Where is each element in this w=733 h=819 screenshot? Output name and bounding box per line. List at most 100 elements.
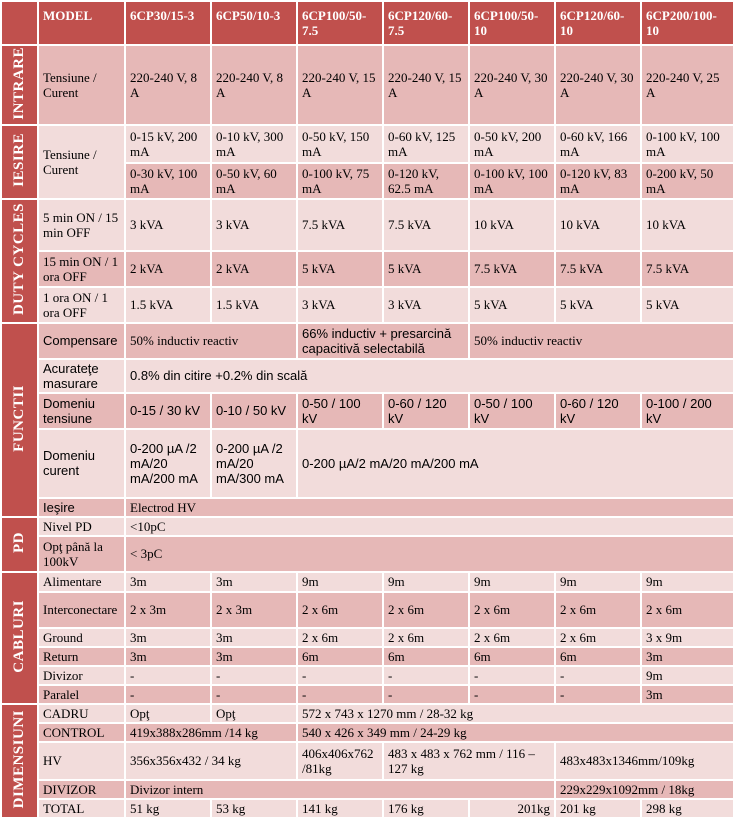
table-cell: 2 x 6m	[468, 590, 556, 629]
table-row: Ground 3m 3m 2 x 6m 2 x 6m 2 x 6m 2 x 6m…	[1, 626, 733, 648]
section-dimensiuni: DIMENSIUNI	[0, 702, 39, 819]
table-cell: 0-10 kV, 300 mA	[210, 123, 298, 164]
table-cell: 0-60 / 120 kV	[554, 391, 642, 430]
table-cell: 2 x 6m	[296, 590, 384, 629]
table-row: DIMENSIUNI CADRU Opţ Opţ 572 x 743 x 127…	[0, 702, 733, 819]
table-cell: 220-240 V, 15 A	[382, 44, 470, 126]
table-cell: -	[468, 683, 556, 705]
table-cell: 6m	[468, 645, 556, 667]
table-cell: 2 kVA	[210, 249, 298, 288]
table-cell: 2 x 6m	[554, 626, 642, 648]
row-label: Compensare	[37, 321, 126, 360]
table-cell: 0-120 kV, 83 mA	[554, 161, 642, 200]
table-row: CONTROL 419x388x286mm /14 kg 540 x 426 x…	[1, 721, 733, 743]
table-cell: -	[468, 664, 556, 686]
table-cell: 2 x 6m	[296, 626, 384, 648]
table-cell: 220-240 V, 8 A	[124, 44, 212, 126]
header-model-col: 6CP200/100-10	[640, 0, 733, 46]
table-cell: 5 kVA	[382, 249, 470, 288]
section-functii: FUNCTII	[0, 321, 39, 518]
table-cell: 2 x 3m	[124, 590, 212, 629]
table-cell: 9m	[296, 570, 384, 593]
table-cell: 540 x 426 x 349 mm / 24-29 kg	[296, 721, 733, 743]
table-cell: 5 kVA	[554, 285, 642, 324]
table-cell: 7.5 kVA	[382, 197, 470, 252]
row-label: TOTAL	[37, 797, 126, 819]
table-cell: 0-15 kV, 200 mA	[124, 123, 212, 164]
row-label: HV	[37, 740, 126, 781]
table-row: Interconectare 2 x 3m 2 x 3m 2 x 6m 2 x …	[1, 590, 733, 629]
table-cell: 0-200 kV, 50 mA	[640, 161, 733, 200]
table-cell: < 3pC	[124, 534, 733, 573]
table-cell: -	[296, 683, 384, 705]
table-cell: 220-240 V, 8 A	[210, 44, 298, 126]
row-label: 15 min ON / 1 ora OFF	[37, 249, 126, 288]
row-label: Paralel	[37, 683, 126, 705]
table-cell: 220-240 V, 15 A	[296, 44, 384, 126]
table-cell: 2 x 6m	[382, 590, 470, 629]
table-cell: 7.5 kVA	[296, 197, 384, 252]
table-cell: Electrod HV	[124, 496, 733, 518]
table-cell: 6m	[554, 645, 642, 667]
table-cell: Opţ	[210, 702, 298, 724]
table-cell: -	[296, 664, 384, 686]
table-cell: 1.5 kVA	[124, 285, 212, 324]
table-cell: 572 x 743 x 1270 mm / 28-32 kg	[296, 702, 733, 724]
table-cell: 201 kg	[554, 797, 642, 819]
table-cell: 220-240 V, 30 A	[554, 44, 642, 126]
table-cell: 5 kVA	[468, 285, 556, 324]
table-row: TOTAL 51 kg 53 kg 141 kg 176 kg 201kg 20…	[1, 797, 733, 819]
table-row: CABLURI Alimentare 3m 3m 9m 9m 9m 9m 9m	[0, 570, 733, 705]
table-cell: Opţ	[124, 702, 212, 724]
table-cell: 0-60 / 120 kV	[382, 391, 470, 430]
table-cell: 2 x 6m	[468, 626, 556, 648]
table-cell: 10 kVA	[468, 197, 556, 252]
table-cell: 9m	[640, 570, 733, 593]
header-row: MODEL 6CP30/15-3 6CP50/10-3 6CP100/50-7.…	[0, 0, 733, 46]
header-model-col: 6CP120/60-10	[554, 0, 642, 46]
table-cell: 10 kVA	[640, 197, 733, 252]
table-cell: 0-100 kV, 75 mA	[296, 161, 384, 200]
row-label: 5 min ON / 15 min OFF	[37, 197, 126, 252]
table-cell: 220-240 V, 30 A	[468, 44, 556, 126]
header-model-col: 6CP30/15-3	[124, 0, 212, 46]
table-row: Paralel - - - - - - 3m	[1, 683, 733, 705]
table-row: Domeniu curent 0-200 µA /2 mA/20 mA/200 …	[1, 427, 733, 499]
table-cell: 0-60 kV, 125 mA	[382, 123, 470, 164]
table-cell: 9m	[554, 570, 642, 593]
table-cell: 6m	[382, 645, 470, 667]
table-cell: 7.5 kVA	[554, 249, 642, 288]
table-cell: -	[124, 683, 212, 705]
table-cell: -	[210, 683, 298, 705]
section-iesire: IESIRE	[0, 123, 39, 200]
table-cell: 229x229x1092mm / 18kg	[554, 778, 733, 800]
table-cell: 6m	[296, 645, 384, 667]
header-model: MODEL	[37, 0, 126, 46]
table-cell: -	[124, 664, 212, 686]
table-cell: -	[382, 664, 470, 686]
table-cell: 3m	[210, 626, 298, 648]
table-row: DUTY CYCLES 5 min ON / 15 min OFF 3 kVA …	[0, 197, 733, 324]
row-label: Tensiune / Curent	[37, 44, 126, 126]
table-cell: 5 kVA	[640, 285, 733, 324]
row-label: Alimentare	[37, 570, 126, 593]
section-intrare: INTRARE	[0, 44, 39, 126]
table-cell: 3m	[640, 645, 733, 667]
row-label: Opţ până la 100kV	[37, 534, 126, 573]
table-cell: 201kg	[468, 797, 556, 819]
table-row: Opţ până la 100kV < 3pC	[1, 534, 733, 573]
table-cell: 53 kg	[210, 797, 298, 819]
table-cell: 50% inductiv reactiv	[468, 321, 733, 360]
table-cell: 0-200 µA /2 mA/20 mA/300 mA	[210, 427, 298, 499]
row-label: 1 ora ON / 1 ora OFF	[37, 285, 126, 324]
row-label: Tensiune / Curent	[37, 123, 126, 200]
table-cell: 0-50 kV, 200 mA	[468, 123, 556, 164]
table-cell: 7.5 kVA	[640, 249, 733, 288]
table-row: INTRARE Tensiune / Curent 220-240 V, 8 A…	[0, 44, 733, 126]
table-row: DIVIZOR Divizor intern 229x229x1092mm / …	[1, 778, 733, 800]
table-cell: 0-50 kV, 60 mA	[210, 161, 298, 200]
table-row: 1 ora ON / 1 ora OFF 1.5 kVA 1.5 kVA 3 k…	[1, 285, 733, 324]
table-cell: 0-10 / 50 kV	[210, 391, 298, 430]
table-cell: 10 kVA	[554, 197, 642, 252]
